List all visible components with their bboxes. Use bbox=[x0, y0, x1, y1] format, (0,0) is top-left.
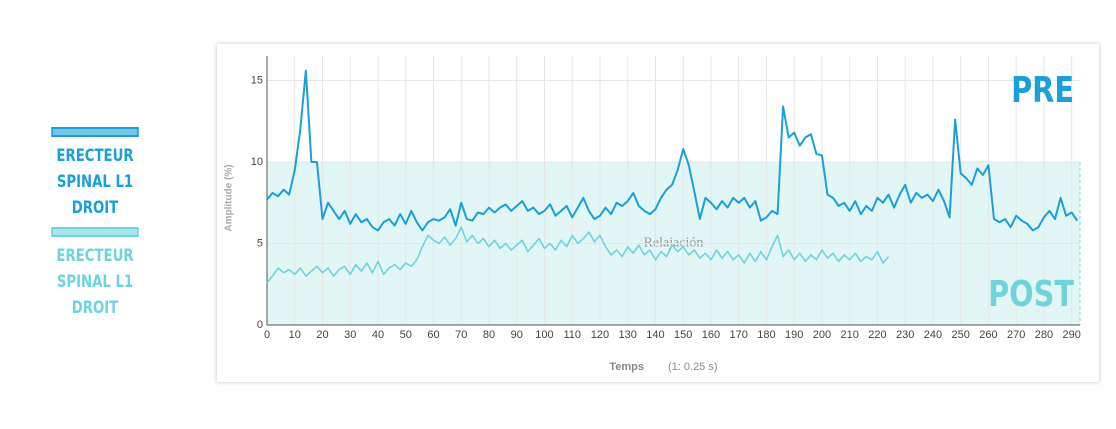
legend-label: ERECTEUR SPINAL L1 DROIT bbox=[56, 146, 134, 218]
x-tick-label: 110 bbox=[563, 329, 581, 341]
x-tick-label: 200 bbox=[813, 329, 831, 341]
x-tick-label: 100 bbox=[535, 329, 553, 341]
x-tick-label: 260 bbox=[979, 329, 997, 341]
y-tick-label: 15 bbox=[251, 74, 263, 86]
x-tick-label: 80 bbox=[483, 329, 495, 341]
x-axis-note: (1: 0.25 s) bbox=[668, 361, 718, 373]
y-tick-label: 5 bbox=[257, 237, 263, 249]
x-tick-label: 290 bbox=[1062, 329, 1080, 341]
x-tick-label: 40 bbox=[372, 329, 384, 341]
annotation: PRE bbox=[1011, 69, 1074, 111]
series-line bbox=[266, 69, 1079, 232]
annotation: POST bbox=[988, 273, 1075, 315]
x-tick-label: 10 bbox=[289, 329, 301, 341]
legend-swatch bbox=[51, 127, 139, 137]
x-tick-label: 90 bbox=[511, 329, 523, 341]
y-tick-label: 0 bbox=[257, 319, 263, 331]
x-tick-label: 170 bbox=[730, 329, 748, 341]
x-axis-label: Temps bbox=[609, 361, 644, 373]
y-tick-label: 10 bbox=[251, 156, 263, 168]
x-tick-label: 280 bbox=[1035, 329, 1053, 341]
x-tick-label: 180 bbox=[757, 329, 775, 341]
x-tick-label: 50 bbox=[400, 329, 412, 341]
x-tick-label: 230 bbox=[896, 329, 914, 341]
x-tick-label: 160 bbox=[702, 329, 720, 341]
y-axis-label: Amplitude (%) bbox=[224, 164, 235, 231]
x-tick-label: 20 bbox=[316, 329, 328, 341]
x-tick-label: 120 bbox=[591, 329, 609, 341]
x-tick-label: 250 bbox=[952, 329, 970, 341]
x-tick-label: 240 bbox=[924, 329, 942, 341]
x-tick-label: 70 bbox=[455, 329, 467, 341]
x-tick-label: 210 bbox=[841, 329, 859, 341]
series-line bbox=[266, 226, 890, 284]
x-tick-label: 60 bbox=[427, 329, 439, 341]
legend-item: ERECTEUR SPINAL L1 DROIT bbox=[37, 127, 154, 221]
x-tick-label: 30 bbox=[344, 329, 356, 341]
legend-swatch bbox=[51, 227, 139, 237]
legend-label: ERECTEUR SPINAL L1 DROIT bbox=[56, 246, 134, 318]
x-tick-label: 140 bbox=[646, 329, 664, 341]
x-tick-label: 270 bbox=[1007, 329, 1025, 341]
x-tick-label: 220 bbox=[868, 329, 886, 341]
x-tick-label: 130 bbox=[619, 329, 637, 341]
x-tick-label: 190 bbox=[785, 329, 803, 341]
x-tick-label: 150 bbox=[674, 329, 692, 341]
x-tick-label: 0 bbox=[264, 329, 270, 341]
legend-item: ERECTEUR SPINAL L1 DROIT bbox=[37, 227, 154, 321]
